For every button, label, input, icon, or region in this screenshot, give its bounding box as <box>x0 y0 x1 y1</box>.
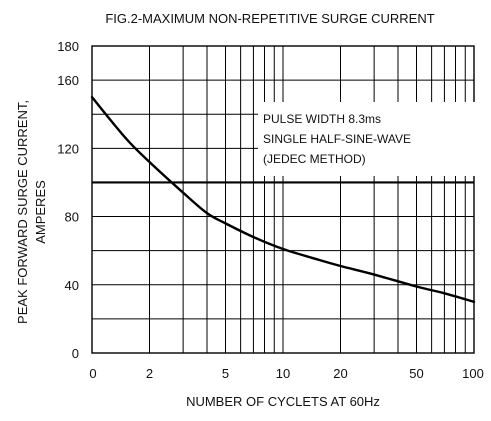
x-tick-label-20: 20 <box>333 366 347 381</box>
y-tick-label-120: 120 <box>57 141 79 156</box>
annotation-background <box>258 102 482 176</box>
series-line <box>90 95 476 304</box>
annotation-line-1: PULSE WIDTH 8.3ms <box>263 112 381 126</box>
y-tick-label-40: 40 <box>65 278 79 293</box>
plot-frame <box>91 45 475 354</box>
x-tick-label-2: 2 <box>146 366 153 381</box>
grid-layer <box>92 46 474 353</box>
y-tick-label-80: 80 <box>65 210 79 225</box>
x-axis-label: NUMBER OF CYCLETS AT 60Hz <box>186 394 380 409</box>
y-tick-label-0: 0 <box>72 346 79 361</box>
x-tick-label-5: 5 <box>222 366 229 381</box>
x-tick-label-50: 50 <box>409 366 423 381</box>
x-tick-label-10: 10 <box>276 366 290 381</box>
x-tick-label-100: 100 <box>462 366 484 381</box>
y-axis-label-line-1: PEAK FORWARD SURGE CURRENT, <box>15 100 30 324</box>
x-tick-label-0: 0 <box>89 366 96 381</box>
y-axis-label-line-2: AMPERES <box>33 180 48 244</box>
y-tick-label-160: 160 <box>57 73 79 88</box>
annotation-box: PULSE WIDTH 8.3ms SINGLE HALF-SINE-WAVE … <box>258 102 482 176</box>
annotation-line-2: SINGLE HALF-SINE-WAVE <box>263 132 411 146</box>
y-tick-labels: 0 40 80 120 160 180 <box>57 39 79 361</box>
x-tick-labels: 0 2 5 10 20 50 100 <box>89 366 483 381</box>
y-axis-label: PEAK FORWARD SURGE CURRENT, AMPERES <box>15 100 48 324</box>
y-tick-label-180: 180 <box>57 39 79 54</box>
annotation-line-3: (JEDEC METHOD) <box>263 152 366 166</box>
chart-title: FIG.2-MAXIMUM NON-REPETITIVE SURGE CURRE… <box>105 11 434 26</box>
